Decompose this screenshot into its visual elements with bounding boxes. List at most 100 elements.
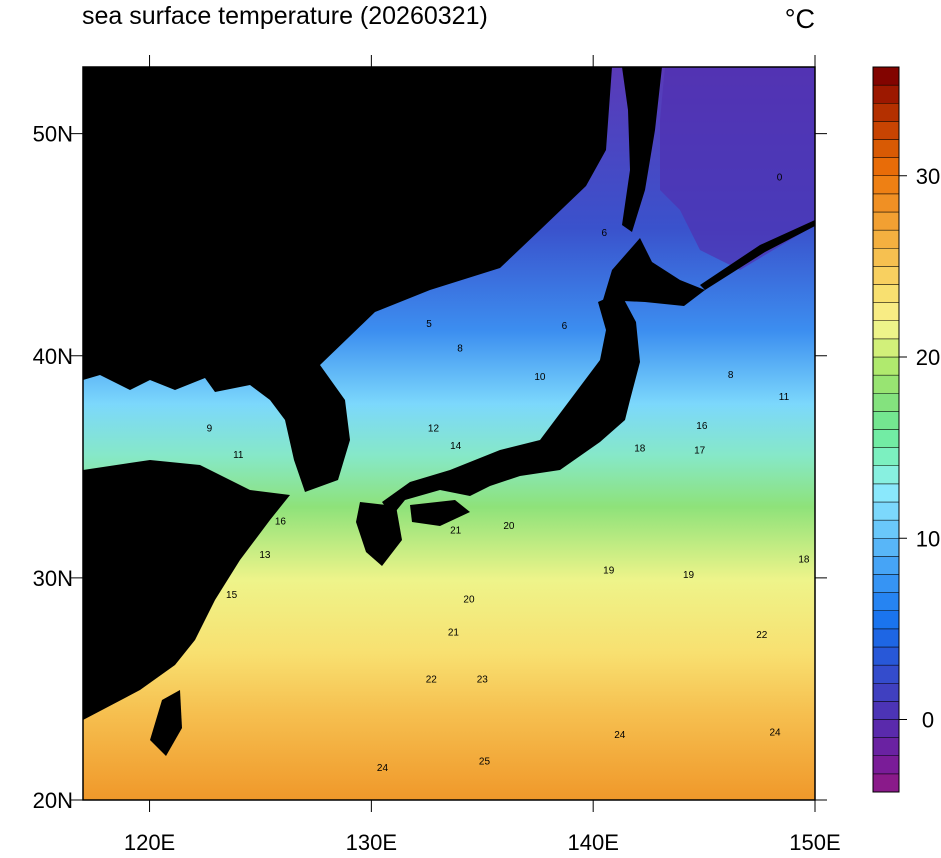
contour-label: 24 bbox=[377, 763, 389, 774]
continent bbox=[83, 67, 612, 492]
colorbar-tick-label: 30 bbox=[916, 164, 940, 189]
y-tick-label: 40N bbox=[33, 344, 73, 369]
colorbar-band bbox=[872, 66, 900, 86]
contour-label: 12 bbox=[228, 492, 240, 503]
hokkaido bbox=[603, 238, 705, 306]
colorbar-band bbox=[872, 320, 900, 340]
colorbar-tick-label: 10 bbox=[916, 526, 940, 551]
colorbar bbox=[872, 66, 900, 793]
contour-label: 10 bbox=[534, 372, 546, 383]
colorbar-band bbox=[872, 646, 900, 666]
map-frame bbox=[82, 66, 816, 801]
x-tick-label: 150E bbox=[789, 830, 840, 855]
unit-label: °C bbox=[785, 4, 815, 34]
colorbar-band bbox=[872, 338, 900, 358]
colorbar-band bbox=[872, 701, 900, 720]
contour-label: 16 bbox=[275, 517, 287, 528]
colorbar-band bbox=[872, 628, 900, 648]
contour-label: 21 bbox=[450, 525, 462, 536]
sakhalin bbox=[622, 67, 662, 232]
colorbar-band bbox=[872, 465, 900, 485]
contour-label: 9 bbox=[207, 423, 213, 434]
colorbar-band bbox=[872, 356, 900, 376]
contour-label: 6 bbox=[562, 321, 568, 332]
continent-south bbox=[83, 460, 290, 720]
colorbar-band bbox=[872, 519, 900, 539]
contour-label: 19 bbox=[683, 570, 695, 581]
y-tick-label: 20N bbox=[33, 788, 73, 813]
colorbar-band bbox=[872, 211, 900, 231]
colorbar-band bbox=[872, 157, 900, 176]
colorbar-frame bbox=[872, 66, 900, 793]
contour-label: 8 bbox=[728, 370, 734, 381]
contour-label: 24 bbox=[614, 730, 626, 741]
colorbar-band bbox=[872, 229, 900, 249]
colorbar-band bbox=[872, 84, 900, 104]
colorbar-band bbox=[872, 719, 900, 738]
okhotsk-cold bbox=[660, 67, 815, 270]
kyushu bbox=[356, 502, 402, 566]
contour-label: 6 bbox=[601, 228, 607, 239]
x-tick-label: 120E bbox=[124, 830, 175, 855]
colorbar-band bbox=[872, 664, 900, 684]
contour-label: 13 bbox=[259, 550, 271, 561]
contour-label: 14 bbox=[450, 441, 462, 452]
contour-label: 23 bbox=[477, 674, 489, 685]
map-title: sea surface temperature (20260321) bbox=[82, 2, 488, 30]
colorbar-band bbox=[872, 483, 900, 503]
colorbar-band bbox=[872, 193, 900, 213]
contour-label: 18 bbox=[634, 443, 646, 454]
x-tick-label: 130E bbox=[346, 830, 397, 855]
colorbar-band bbox=[872, 284, 900, 303]
contour-label: 22 bbox=[756, 630, 768, 641]
colorbar-band bbox=[872, 248, 900, 267]
contour-label: 21 bbox=[448, 628, 460, 639]
contour-label: 8 bbox=[457, 343, 463, 354]
shikoku bbox=[410, 500, 470, 526]
colorbar-band bbox=[872, 610, 900, 630]
colorbar-band bbox=[872, 773, 900, 793]
colorbar-band bbox=[872, 175, 900, 195]
colorbar-band bbox=[872, 501, 900, 521]
colorbar-band bbox=[872, 411, 900, 430]
contour-label: 16 bbox=[696, 421, 708, 432]
colorbar-band bbox=[872, 121, 900, 140]
colorbar-band bbox=[872, 103, 900, 122]
colorbar-band bbox=[872, 393, 900, 412]
contour-label: 5 bbox=[426, 319, 432, 330]
contour-label: 25 bbox=[479, 756, 491, 767]
kurils bbox=[700, 220, 815, 290]
contour-label: 20 bbox=[503, 521, 515, 532]
colorbar-band bbox=[872, 447, 900, 466]
colorbar-band bbox=[872, 266, 900, 285]
colorbar-band bbox=[872, 574, 900, 593]
colorbar-band bbox=[872, 592, 900, 611]
contour-label: 19 bbox=[603, 565, 615, 576]
map-area: 24 25 24 23 22 21 20 19 19 20 21 18 17 16 18 22 24 12 13 15… bbox=[83, 67, 815, 800]
colorbar-band bbox=[872, 755, 900, 775]
contour-label: 12 bbox=[428, 423, 440, 434]
taiwan bbox=[150, 690, 182, 756]
x-tick-label: 140E bbox=[567, 830, 618, 855]
contour-label: 22 bbox=[426, 674, 438, 685]
contour-label: 24 bbox=[770, 728, 782, 739]
contour-label: 20 bbox=[463, 594, 475, 605]
contour-label: 11 bbox=[779, 392, 790, 403]
colorbar-band bbox=[872, 683, 900, 702]
y-tick-label: 50N bbox=[33, 122, 73, 147]
contour-label: 17 bbox=[694, 445, 706, 456]
contour-label: 0 bbox=[777, 172, 783, 183]
contour-label: 15 bbox=[226, 590, 238, 601]
colorbar-band bbox=[872, 538, 900, 557]
honshu bbox=[382, 292, 640, 516]
colorbar-band bbox=[872, 139, 900, 158]
colorbar-band bbox=[872, 556, 900, 575]
colorbar-band bbox=[872, 737, 900, 756]
colorbar-band bbox=[872, 374, 900, 394]
colorbar-tick-label: 0 bbox=[922, 708, 934, 733]
y-tick-label: 30N bbox=[33, 566, 73, 591]
colorbar-tick-label: 20 bbox=[916, 345, 940, 370]
contour-label: 18 bbox=[798, 554, 810, 565]
contour-label: 11 bbox=[233, 450, 244, 461]
